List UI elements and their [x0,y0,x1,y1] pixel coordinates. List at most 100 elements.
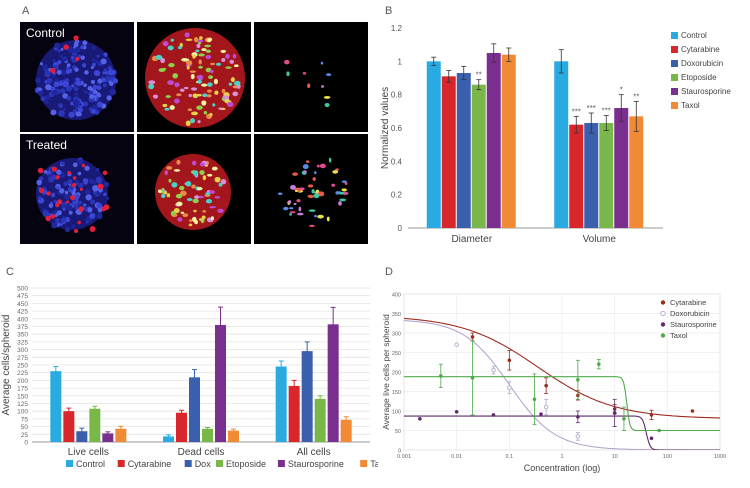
y-tick-label: 125 [17,401,28,408]
segmented-cell [193,37,199,43]
segmented-cell [198,65,203,69]
dead-cell-object [302,164,309,170]
bar-control-live-cells [50,371,62,442]
data-point-cytarabine [507,358,512,363]
data-point-taxol [597,362,601,366]
y-tick-label: 0.2 [391,191,403,200]
segmented-cell [210,62,216,66]
dead-cell-object [332,170,339,174]
dead-cell-object [289,207,294,210]
y-tick-label: 300 [17,347,28,354]
segmented-cell [225,66,232,69]
segmented-cell [161,193,166,199]
nucleus-dot [97,78,103,84]
nucleus-dot [62,107,67,111]
tile-background [254,134,368,244]
nucleus-dot [77,107,83,113]
segmented-cell [207,89,212,93]
dead-cell-object [284,59,290,65]
segmented-cell [197,79,202,84]
segmented-cell [157,189,162,193]
bar-staurosporine-all-cells [327,324,339,442]
dead-cell-object [286,71,290,77]
segmented-cell [191,184,196,189]
legend-label-staurosporine: Staurosporine [288,459,344,469]
nucleus-dot [60,161,65,166]
legend-label-taxol: Taxol [670,331,688,340]
segmented-cell [205,49,212,53]
nucleus-dot [54,42,61,49]
legend-label-control: Control [76,459,105,469]
nucleus-dot [96,213,103,220]
nucleus-dot [68,210,73,215]
dead-cell-object [331,183,336,187]
segmented-cell [198,59,202,65]
nucleus-dot [57,49,61,53]
dead-cell-object [308,209,316,212]
segmented-cell [232,53,237,59]
nucleus-dot [111,70,115,75]
segmented-cell [170,38,175,42]
x-tick-label: 1 [560,454,563,460]
dead-cell-dot [55,175,60,180]
dead-cell-object [307,83,311,88]
nucleus-dot [97,93,102,98]
segmented-cell [197,195,204,199]
segmented-cell [201,100,207,106]
segmented-cell [221,58,226,62]
nucleus-dot [38,87,42,91]
dead-cell-dot [75,57,80,62]
segmented-cell [204,44,212,48]
nucleus-dot [74,86,79,92]
dead-cell-object [321,85,324,88]
nucleus-dot [90,199,95,205]
legend-label-etoposide: Etoposide [226,459,266,469]
y-tick-label: 150 [392,390,401,396]
bar-doxorubicin-diameter [456,73,471,228]
segmented-cell [166,166,173,170]
nucleus-dot [83,83,87,88]
dead-cell-dot [98,183,104,190]
segmented-cell [211,166,218,171]
dead-cell-object [328,157,332,163]
bar-control-dead-cells [163,436,174,442]
nucleus-dot [92,184,99,192]
panel-letter-c: C [6,266,14,278]
nucleus-dot [108,81,114,86]
data-point-doxorubicin [543,404,549,410]
segmented-cell [198,74,204,81]
nucleus-dot [40,96,46,102]
legend-swatch-cytarabine [671,46,678,53]
legend-swatch-staurosporine [671,88,678,95]
dead-cell-object [339,191,345,195]
y-tick-label: 25 [21,432,29,439]
nucleus-dot [89,212,96,219]
microscopy-treated-dead-cells [254,134,368,244]
dead-cell-dot [79,187,83,191]
nucleus-dot [60,47,64,51]
segmented-cell [152,94,159,99]
dead-cell-dot [78,206,84,212]
microscopy-control-dead-cells [254,22,368,132]
dead-cell-object [292,172,298,176]
nucleus-dot [56,185,60,190]
dead-cell-dot [57,199,63,205]
segmented-cell [162,103,168,108]
nucleus-dot [90,65,94,70]
segmented-cell [191,160,197,166]
segmented-cell [199,162,205,167]
y-tick-label: 0.8 [391,91,403,100]
data-point-staurosporine [539,412,543,416]
dead-cell-object [297,212,304,216]
bar-etoposide-all-cells [314,398,326,442]
data-point-staurosporine [418,417,422,421]
nucleus-dot [45,100,49,104]
segmented-cell [164,107,170,111]
nucleus-dot [50,109,57,116]
microscopy-image-grid: Control Treated [20,22,368,244]
bar-taxol-diameter [501,54,516,228]
x-axis-label: Concentration (log) [524,463,601,473]
nucleus-dot [89,87,94,92]
nucleus-dot [95,176,103,184]
segmented-cell [175,193,183,199]
